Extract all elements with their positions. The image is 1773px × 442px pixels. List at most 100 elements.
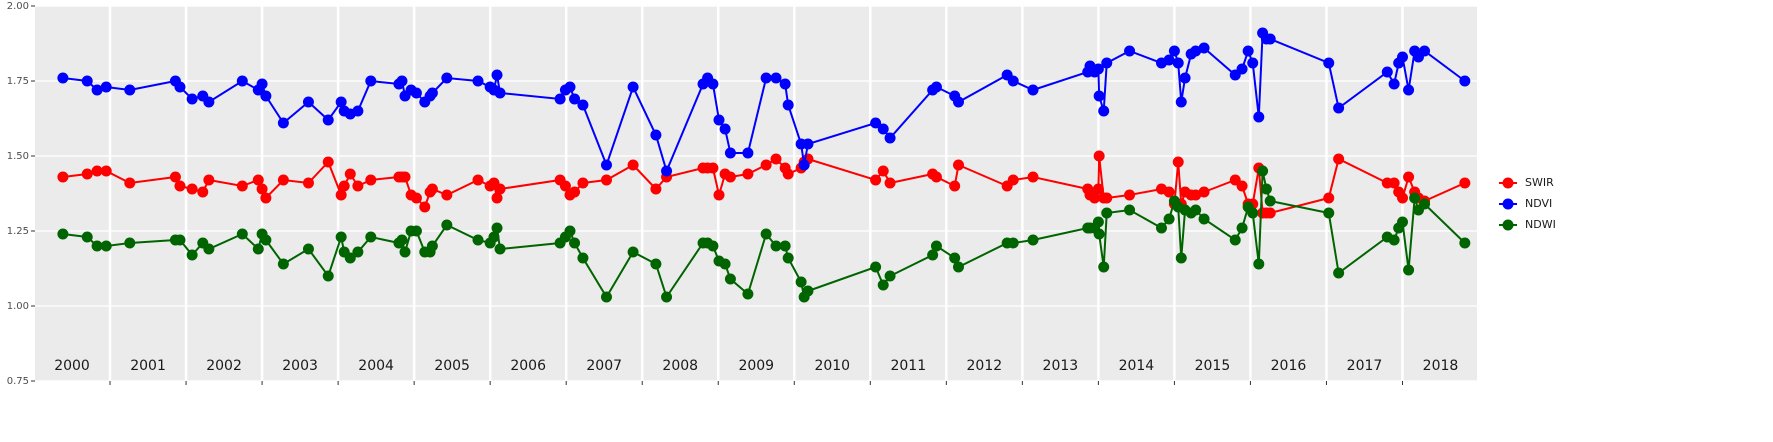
data-point — [57, 72, 69, 84]
year-label: 2013 — [1043, 358, 1079, 374]
data-point — [1419, 45, 1431, 57]
data-point — [344, 168, 356, 180]
year-label: 2009 — [738, 358, 774, 374]
data-point — [719, 258, 731, 270]
data-point — [1163, 186, 1175, 198]
data-point — [410, 87, 422, 99]
data-point — [782, 252, 794, 264]
legend-label: NDWI — [1525, 218, 1556, 231]
data-point — [713, 114, 725, 126]
data-point — [322, 270, 334, 282]
data-point — [569, 237, 581, 249]
data-point — [559, 180, 571, 192]
data-point — [252, 243, 264, 255]
year-label: 2010 — [814, 358, 850, 374]
data-point — [1242, 45, 1254, 57]
data-point — [1007, 75, 1019, 87]
year-label: 2001 — [130, 358, 166, 374]
data-point — [1260, 183, 1272, 195]
data-point — [1333, 102, 1345, 114]
data-point — [491, 222, 503, 234]
year-label: 2007 — [586, 358, 622, 374]
data-point — [779, 78, 791, 90]
data-point — [650, 183, 662, 195]
legend-key-point — [1502, 198, 1514, 210]
data-point — [410, 225, 422, 237]
data-point — [877, 279, 889, 291]
data-point — [494, 87, 506, 99]
data-point — [277, 258, 289, 270]
data-point — [365, 174, 377, 186]
data-point — [100, 240, 112, 252]
data-point — [1098, 105, 1110, 117]
data-point — [352, 180, 364, 192]
data-point — [742, 147, 754, 159]
data-point — [1092, 183, 1104, 195]
data-point — [174, 81, 186, 93]
year-label: 2011 — [890, 358, 926, 374]
data-point — [661, 291, 673, 303]
y-tick-label: 1.00 — [7, 301, 29, 312]
data-point — [600, 291, 612, 303]
data-point — [1396, 216, 1408, 228]
data-point — [870, 174, 882, 186]
data-point — [1101, 207, 1113, 219]
data-point — [1179, 72, 1191, 84]
data-point — [260, 90, 272, 102]
data-point — [724, 147, 736, 159]
data-point — [256, 183, 268, 195]
data-point — [1264, 207, 1276, 219]
data-point — [1093, 90, 1105, 102]
data-point — [949, 252, 961, 264]
data-point — [365, 231, 377, 243]
data-point — [1403, 171, 1415, 183]
data-point — [1092, 63, 1104, 75]
data-point — [1007, 237, 1019, 249]
y-tick-label: 1.75 — [7, 76, 29, 87]
data-point — [236, 180, 248, 192]
year-label: 2003 — [282, 358, 318, 374]
data-point — [100, 81, 112, 93]
data-point — [1101, 57, 1113, 69]
year-label: 2000 — [54, 358, 90, 374]
year-label: 2018 — [1423, 358, 1459, 374]
data-point — [1388, 234, 1400, 246]
data-point — [564, 81, 576, 93]
data-point — [564, 225, 576, 237]
data-point — [577, 177, 589, 189]
data-point — [1403, 264, 1415, 276]
data-point — [186, 183, 198, 195]
data-point — [927, 249, 939, 261]
data-point — [488, 231, 500, 243]
year-label: 2016 — [1271, 358, 1307, 374]
data-point — [396, 75, 408, 87]
data-point — [426, 183, 438, 195]
data-point — [81, 75, 93, 87]
data-point — [627, 246, 639, 258]
year-label: 2014 — [1119, 358, 1155, 374]
data-point — [338, 180, 350, 192]
data-point — [396, 234, 408, 246]
data-point — [724, 171, 736, 183]
data-point — [1247, 57, 1259, 69]
data-point — [1175, 252, 1187, 264]
data-point — [577, 252, 589, 264]
data-point — [930, 81, 942, 93]
data-point — [399, 171, 411, 183]
data-point — [302, 177, 314, 189]
data-point — [952, 159, 964, 171]
data-point — [236, 228, 248, 240]
data-point — [1093, 150, 1105, 162]
data-point — [1190, 189, 1202, 201]
y-tick-label: 1.50 — [7, 151, 29, 162]
data-point — [1333, 267, 1345, 279]
data-point — [1124, 189, 1136, 201]
legend-label: SWIR — [1525, 176, 1554, 189]
data-point — [441, 219, 453, 231]
data-point — [1163, 213, 1175, 225]
data-point — [91, 84, 103, 96]
y-tick-label: 2.00 — [7, 1, 29, 12]
data-point — [352, 105, 364, 117]
